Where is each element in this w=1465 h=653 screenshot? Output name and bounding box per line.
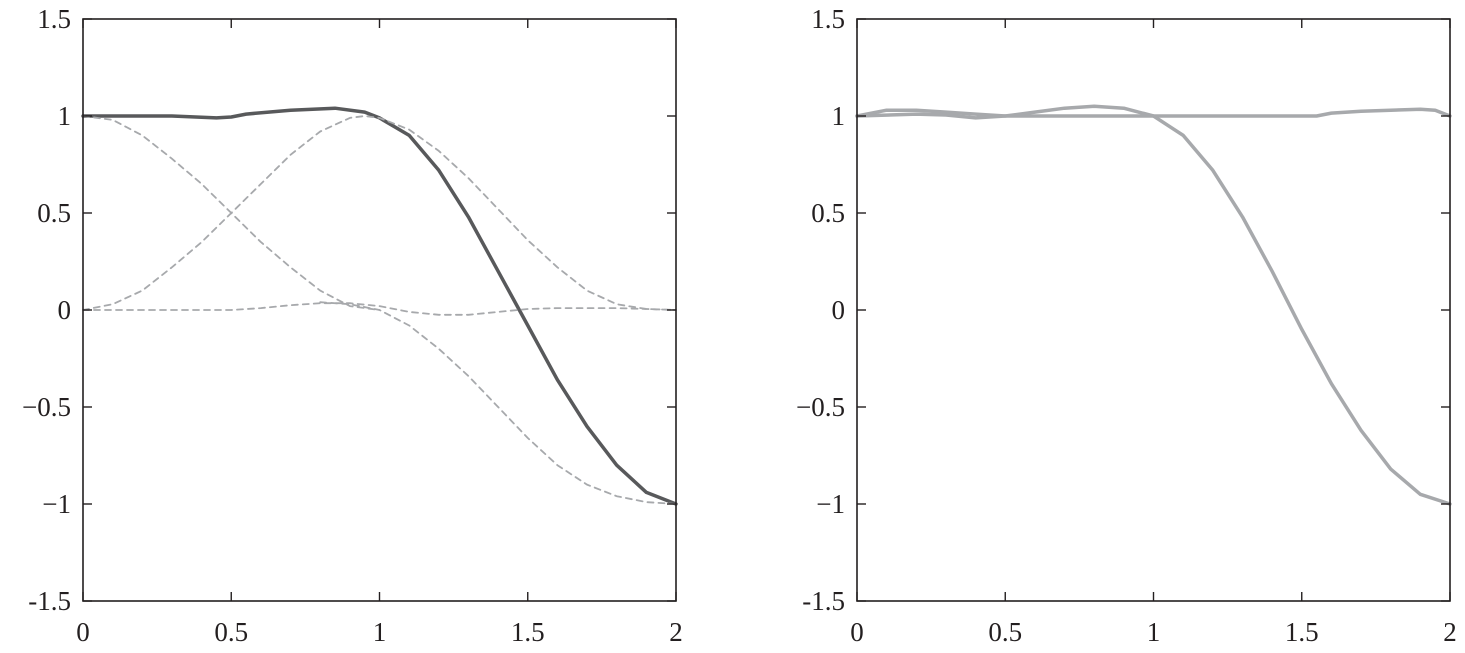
x-tick-label: 0.5 [988, 617, 1022, 647]
series-1-line [81, 106, 678, 506]
x-tick-label: 0.5 [214, 617, 248, 647]
y-tick-label: 1 [58, 101, 72, 131]
y-tick-label: -1.5 [802, 586, 845, 616]
y-tick-label: 0.5 [37, 198, 71, 228]
plot-frame [856, 18, 1451, 602]
x-tick-label: 1 [1147, 617, 1161, 647]
y-tick-label: 0 [832, 295, 846, 325]
y-tick-label: −1 [816, 489, 845, 519]
left-chart-panel: 1.510.50−0.5−1-1.50 0.5 1 1.5 2 [22, 4, 683, 647]
y-tick-label: 1.5 [811, 4, 845, 34]
x-tick-label: 0 [850, 617, 864, 647]
y-tick-label: −1 [42, 489, 71, 519]
x-tick-label: 1.5 [1285, 617, 1319, 647]
x-tick-label: 2 [669, 617, 683, 647]
x-tick-label: 0 [76, 617, 90, 647]
y-tick-label: 1 [832, 101, 846, 131]
x-tick-label: 1.5 [511, 617, 545, 647]
series-3-line [82, 115, 677, 311]
y-tick-label: 1.5 [37, 4, 71, 34]
series-5-line [319, 301, 677, 505]
x-tick-label: 2 [1443, 617, 1457, 647]
series-2-line [855, 107, 1452, 120]
series-4-line [82, 302, 677, 316]
y-tick-label: -1.5 [28, 586, 71, 616]
right-chart-panel: 1.510.50−0.5−1-1.50 0.5 1 1.5 2 [796, 4, 1457, 647]
series-1-line [855, 104, 1452, 506]
y-tick-label: 0 [58, 295, 72, 325]
y-tick-label: −0.5 [22, 392, 71, 422]
x-tick-label: 1 [373, 617, 387, 647]
y-tick-label: −0.5 [796, 392, 845, 422]
y-tick-label: 0.5 [811, 198, 845, 228]
